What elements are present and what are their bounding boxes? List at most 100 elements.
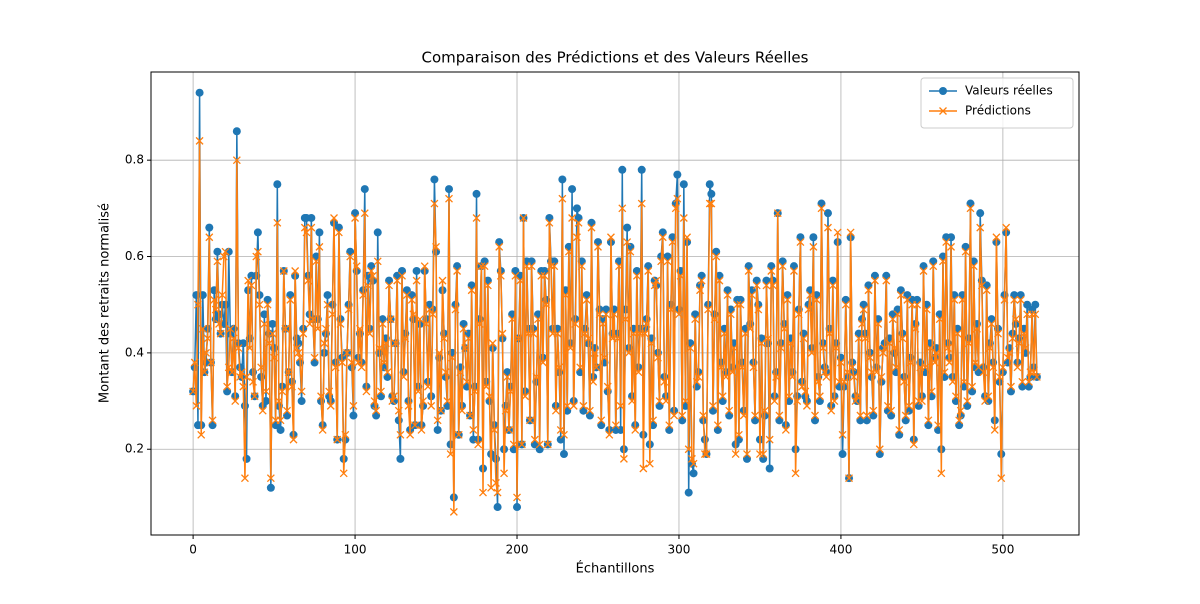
data-point xyxy=(780,324,789,333)
data-point xyxy=(529,329,538,338)
data-point xyxy=(281,324,290,333)
data-point xyxy=(540,271,549,280)
data-point xyxy=(663,257,672,266)
data-point xyxy=(270,353,279,362)
data-point xyxy=(213,257,222,266)
data-point xyxy=(746,324,755,333)
data-point xyxy=(684,488,693,497)
data-point xyxy=(283,406,292,415)
data-point xyxy=(699,411,708,420)
data-point xyxy=(694,373,703,381)
data-point xyxy=(775,411,784,420)
data-point xyxy=(673,194,682,203)
y-tick-label: 0.6 xyxy=(125,249,144,263)
data-point xyxy=(645,459,654,468)
data-point xyxy=(804,305,813,314)
data-point xyxy=(1031,310,1040,319)
data-point xyxy=(495,242,504,251)
data-point xyxy=(796,238,805,247)
data-point xyxy=(300,223,309,232)
data-point xyxy=(770,397,779,406)
series xyxy=(189,136,1041,516)
data-point xyxy=(265,339,274,348)
data-point xyxy=(543,440,552,449)
data-point xyxy=(498,329,507,338)
data-point xyxy=(587,223,596,232)
data-point xyxy=(1015,339,1024,348)
data-point xyxy=(963,397,972,406)
data-point xyxy=(943,344,952,353)
data-point xyxy=(971,358,980,367)
data-point xyxy=(401,334,410,343)
data-point xyxy=(1008,334,1017,343)
data-point xyxy=(623,238,632,247)
data-point xyxy=(576,363,585,372)
legend-marker xyxy=(939,87,947,95)
data-point xyxy=(469,426,478,434)
data-point xyxy=(205,233,214,242)
data-point xyxy=(189,387,198,396)
data-point xyxy=(284,368,293,377)
data-point xyxy=(896,291,905,300)
data-point xyxy=(673,170,682,179)
x-tick-label: 400 xyxy=(829,543,852,557)
data-point xyxy=(754,305,763,314)
data-point xyxy=(360,185,369,194)
data-point xyxy=(409,310,418,319)
data-point xyxy=(508,315,517,324)
data-point xyxy=(806,291,815,300)
data-point xyxy=(1002,223,1011,232)
data-point xyxy=(493,503,502,512)
data-point xyxy=(258,406,267,415)
data-point xyxy=(315,242,324,251)
data-point xyxy=(738,363,747,372)
data-point xyxy=(406,430,415,439)
data-point xyxy=(964,339,973,348)
data-point xyxy=(676,271,685,280)
data-point xyxy=(997,474,1006,483)
data-point xyxy=(453,267,462,275)
data-point xyxy=(360,209,369,218)
data-point xyxy=(236,373,245,381)
data-point xyxy=(1026,368,1035,377)
data-point xyxy=(1024,377,1033,386)
y-tick-label: 0.8 xyxy=(125,153,144,167)
data-point xyxy=(982,286,991,295)
data-point xyxy=(297,387,306,396)
data-point xyxy=(809,233,818,242)
data-point xyxy=(477,262,486,271)
data-point xyxy=(1031,300,1040,309)
legend-label: Prédictions xyxy=(965,104,1031,118)
data-point xyxy=(1013,363,1022,372)
data-point xyxy=(781,426,790,434)
data-point xyxy=(613,334,622,343)
data-point xyxy=(838,430,847,439)
data-point xyxy=(994,329,1002,338)
data-point xyxy=(296,353,304,362)
data-point xyxy=(422,320,431,328)
data-point xyxy=(892,363,900,372)
data-point xyxy=(276,416,285,425)
data-point xyxy=(308,315,317,324)
data-point xyxy=(836,358,845,367)
data-point xyxy=(966,204,975,213)
data-point xyxy=(247,281,256,290)
data-point xyxy=(513,503,522,512)
x-tick-label: 100 xyxy=(344,543,367,557)
data-point xyxy=(364,281,372,290)
data-point xyxy=(605,430,614,439)
data-point xyxy=(538,358,547,367)
data-point xyxy=(320,339,329,348)
data-point xyxy=(799,334,808,343)
data-point xyxy=(712,252,721,261)
data-point xyxy=(262,387,270,396)
data-point xyxy=(349,411,358,420)
data-point xyxy=(642,320,651,328)
data-point xyxy=(721,373,730,381)
data-point xyxy=(493,488,502,497)
data-point xyxy=(425,305,434,314)
data-point xyxy=(443,397,452,406)
data-point xyxy=(572,204,581,213)
data-point xyxy=(938,257,947,266)
data-point xyxy=(947,242,956,251)
